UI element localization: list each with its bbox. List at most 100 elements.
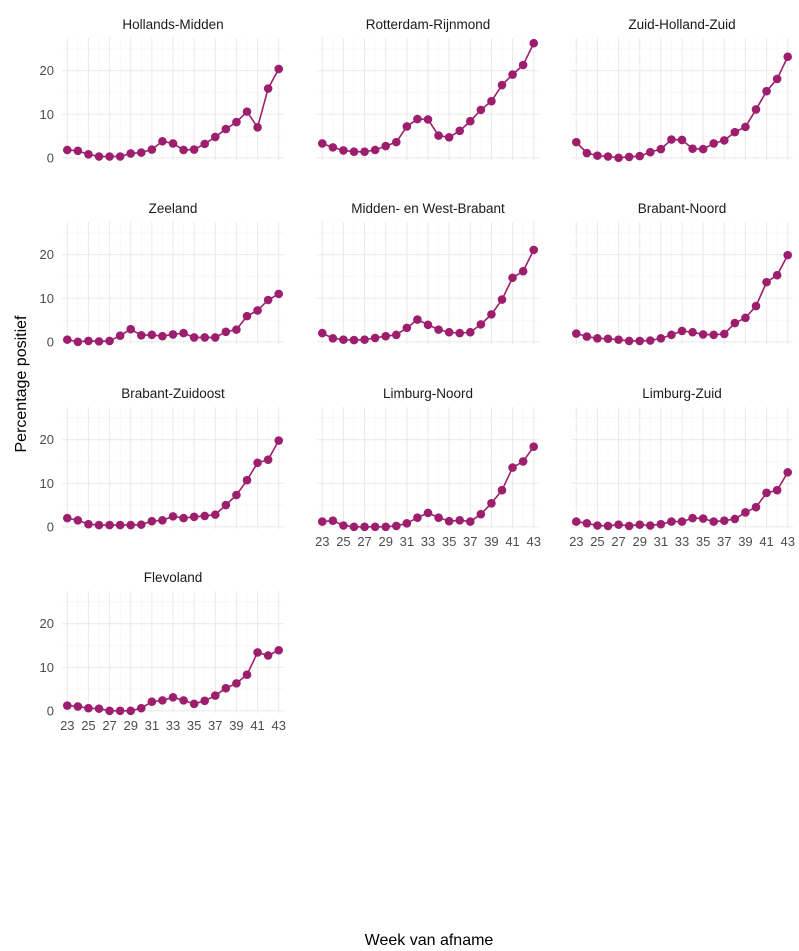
- panel-title: Zuid-Holland-Zuid: [628, 17, 735, 32]
- data-point: [136, 520, 146, 529]
- x-tick-label: 33: [421, 534, 435, 549]
- x-tick-label: 31: [145, 718, 159, 733]
- data-point: [487, 96, 496, 106]
- data-point: [158, 515, 167, 525]
- data-point: [444, 516, 454, 526]
- x-tick-label: 37: [717, 534, 731, 549]
- x-tick-label: 39: [484, 534, 498, 549]
- data-point: [168, 139, 178, 148]
- data-point: [370, 145, 380, 155]
- data-point: [115, 520, 125, 530]
- data-point: [783, 250, 793, 260]
- data-point: [402, 323, 412, 333]
- x-tick-label: 43: [526, 534, 540, 549]
- data-point: [253, 306, 262, 315]
- data-point: [434, 131, 443, 140]
- data-point: [210, 510, 220, 519]
- data-point: [688, 513, 697, 523]
- data-point: [518, 60, 528, 70]
- data-point: [136, 703, 146, 713]
- data-point: [582, 519, 592, 528]
- data-point: [328, 516, 338, 526]
- data-point: [476, 509, 486, 519]
- data-point: [232, 325, 241, 334]
- data-point: [73, 702, 83, 711]
- data-point: [688, 144, 697, 153]
- data-point: [413, 513, 422, 522]
- data-point: [593, 334, 602, 343]
- data-point: [168, 693, 178, 702]
- data-point: [210, 333, 220, 342]
- data-point: [381, 331, 391, 341]
- data-point: [349, 147, 359, 157]
- data-point: [94, 152, 104, 161]
- panel-zuid-holland-zuid: Zuid-Holland-Zuid: [571, 17, 793, 163]
- data-point: [339, 335, 348, 344]
- data-point: [242, 670, 252, 679]
- data-point: [465, 116, 475, 126]
- data-point: [762, 86, 771, 96]
- data-point: [317, 139, 327, 148]
- data-point: [263, 455, 273, 465]
- y-axis-title: Percentage positief: [13, 315, 30, 453]
- data-point: [529, 38, 539, 48]
- data-point: [126, 706, 136, 716]
- data-point: [360, 335, 369, 344]
- data-point: [614, 153, 623, 163]
- data-point: [370, 522, 380, 532]
- data-point: [423, 508, 433, 518]
- data-point: [423, 115, 433, 124]
- data-point: [677, 135, 687, 145]
- data-point: [656, 519, 666, 529]
- data-point: [189, 333, 199, 342]
- y-tick-label: 20: [40, 616, 54, 631]
- data-point: [253, 123, 262, 132]
- data-point: [741, 508, 750, 517]
- y-tick-label: 0: [47, 703, 54, 718]
- data-point: [317, 328, 327, 338]
- data-point: [105, 152, 114, 161]
- panel-rotterdam-rijnmond: Rotterdam-Rijnmond: [317, 17, 539, 160]
- data-point: [274, 436, 284, 445]
- data-point: [210, 691, 220, 700]
- data-point: [465, 517, 475, 526]
- data-point: [518, 457, 528, 466]
- y-tick-label: 20: [40, 63, 54, 78]
- data-point: [402, 122, 412, 131]
- data-point: [221, 327, 231, 337]
- data-point: [200, 511, 210, 521]
- data-point: [242, 475, 252, 485]
- x-tick-label: 29: [378, 534, 392, 549]
- data-point: [179, 145, 188, 155]
- x-tick-label: 41: [505, 534, 519, 549]
- data-point: [94, 704, 104, 713]
- y-tick-label: 20: [40, 432, 54, 447]
- data-point: [349, 522, 359, 532]
- data-point: [762, 277, 771, 287]
- data-point: [349, 335, 359, 345]
- data-point: [719, 136, 729, 145]
- y-tick-label: 20: [40, 247, 54, 262]
- data-point: [242, 107, 252, 116]
- data-point: [603, 521, 613, 531]
- data-point: [455, 126, 465, 136]
- data-point: [645, 521, 655, 530]
- data-point: [200, 696, 210, 706]
- panel-limburg-noord: Limburg-Noord 23 25 27 29 31 33 35 37 39 41 43: [315, 386, 541, 549]
- data-point: [253, 648, 262, 657]
- panel-title: Limburg-Noord: [383, 386, 473, 401]
- y-tick-label: 0: [47, 334, 54, 349]
- y-tick-label: 10: [40, 107, 54, 122]
- data-point: [624, 521, 634, 531]
- data-point: [274, 645, 284, 655]
- data-point: [391, 330, 401, 340]
- panel-title: Rotterdam-Rijnmond: [366, 17, 491, 32]
- data-point: [274, 289, 284, 299]
- data-point: [115, 331, 125, 341]
- data-point: [582, 332, 592, 341]
- data-point: [413, 114, 422, 124]
- data-point: [508, 463, 517, 472]
- x-tick-label: 29: [632, 534, 646, 549]
- data-point: [698, 144, 708, 154]
- data-point: [189, 699, 199, 709]
